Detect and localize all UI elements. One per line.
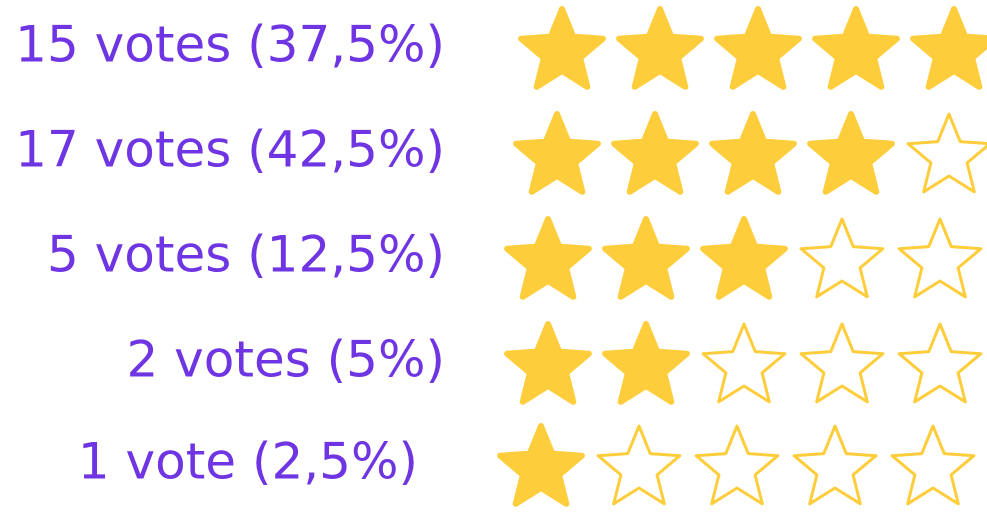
star-filled [910,6,987,90]
rating-label: 17 votes (42,5%) [15,121,445,179]
star-filled [709,111,797,195]
star-filled [807,111,895,195]
rating-label: 5 votes (12,5%) [47,226,445,284]
star-empty [897,322,983,404]
star-filled [518,6,606,90]
star-empty [701,322,787,404]
rating-row: 2 votes (5%) [126,321,983,405]
star-filled [602,216,690,300]
star-empty [799,322,885,404]
star-filled [513,111,601,195]
rating-label: 15 votes (37,5%) [15,16,445,74]
star-filled [497,423,585,507]
star-empty [694,424,780,506]
star-empty [897,217,983,299]
star-filled [616,6,704,90]
star-filled [611,111,699,195]
star-empty [890,424,976,506]
star-empty [596,424,682,506]
star-filled [504,321,592,405]
rating-row: 15 votes (37,5%) [15,6,987,90]
rating-label: 1 vote (2,5%) [78,433,418,491]
rating-row: 17 votes (42,5%) [15,111,987,195]
star-filled [700,216,788,300]
star-empty [792,424,878,506]
star-empty [906,112,987,194]
rating-label: 2 votes (5%) [126,331,445,389]
rating-row: 5 votes (12,5%) [47,216,983,300]
star-filled [714,6,802,90]
star-filled [602,321,690,405]
star-filled [812,6,900,90]
star-empty [799,217,885,299]
star-filled [504,216,592,300]
rating-row: 1 vote (2,5%) [78,423,976,507]
